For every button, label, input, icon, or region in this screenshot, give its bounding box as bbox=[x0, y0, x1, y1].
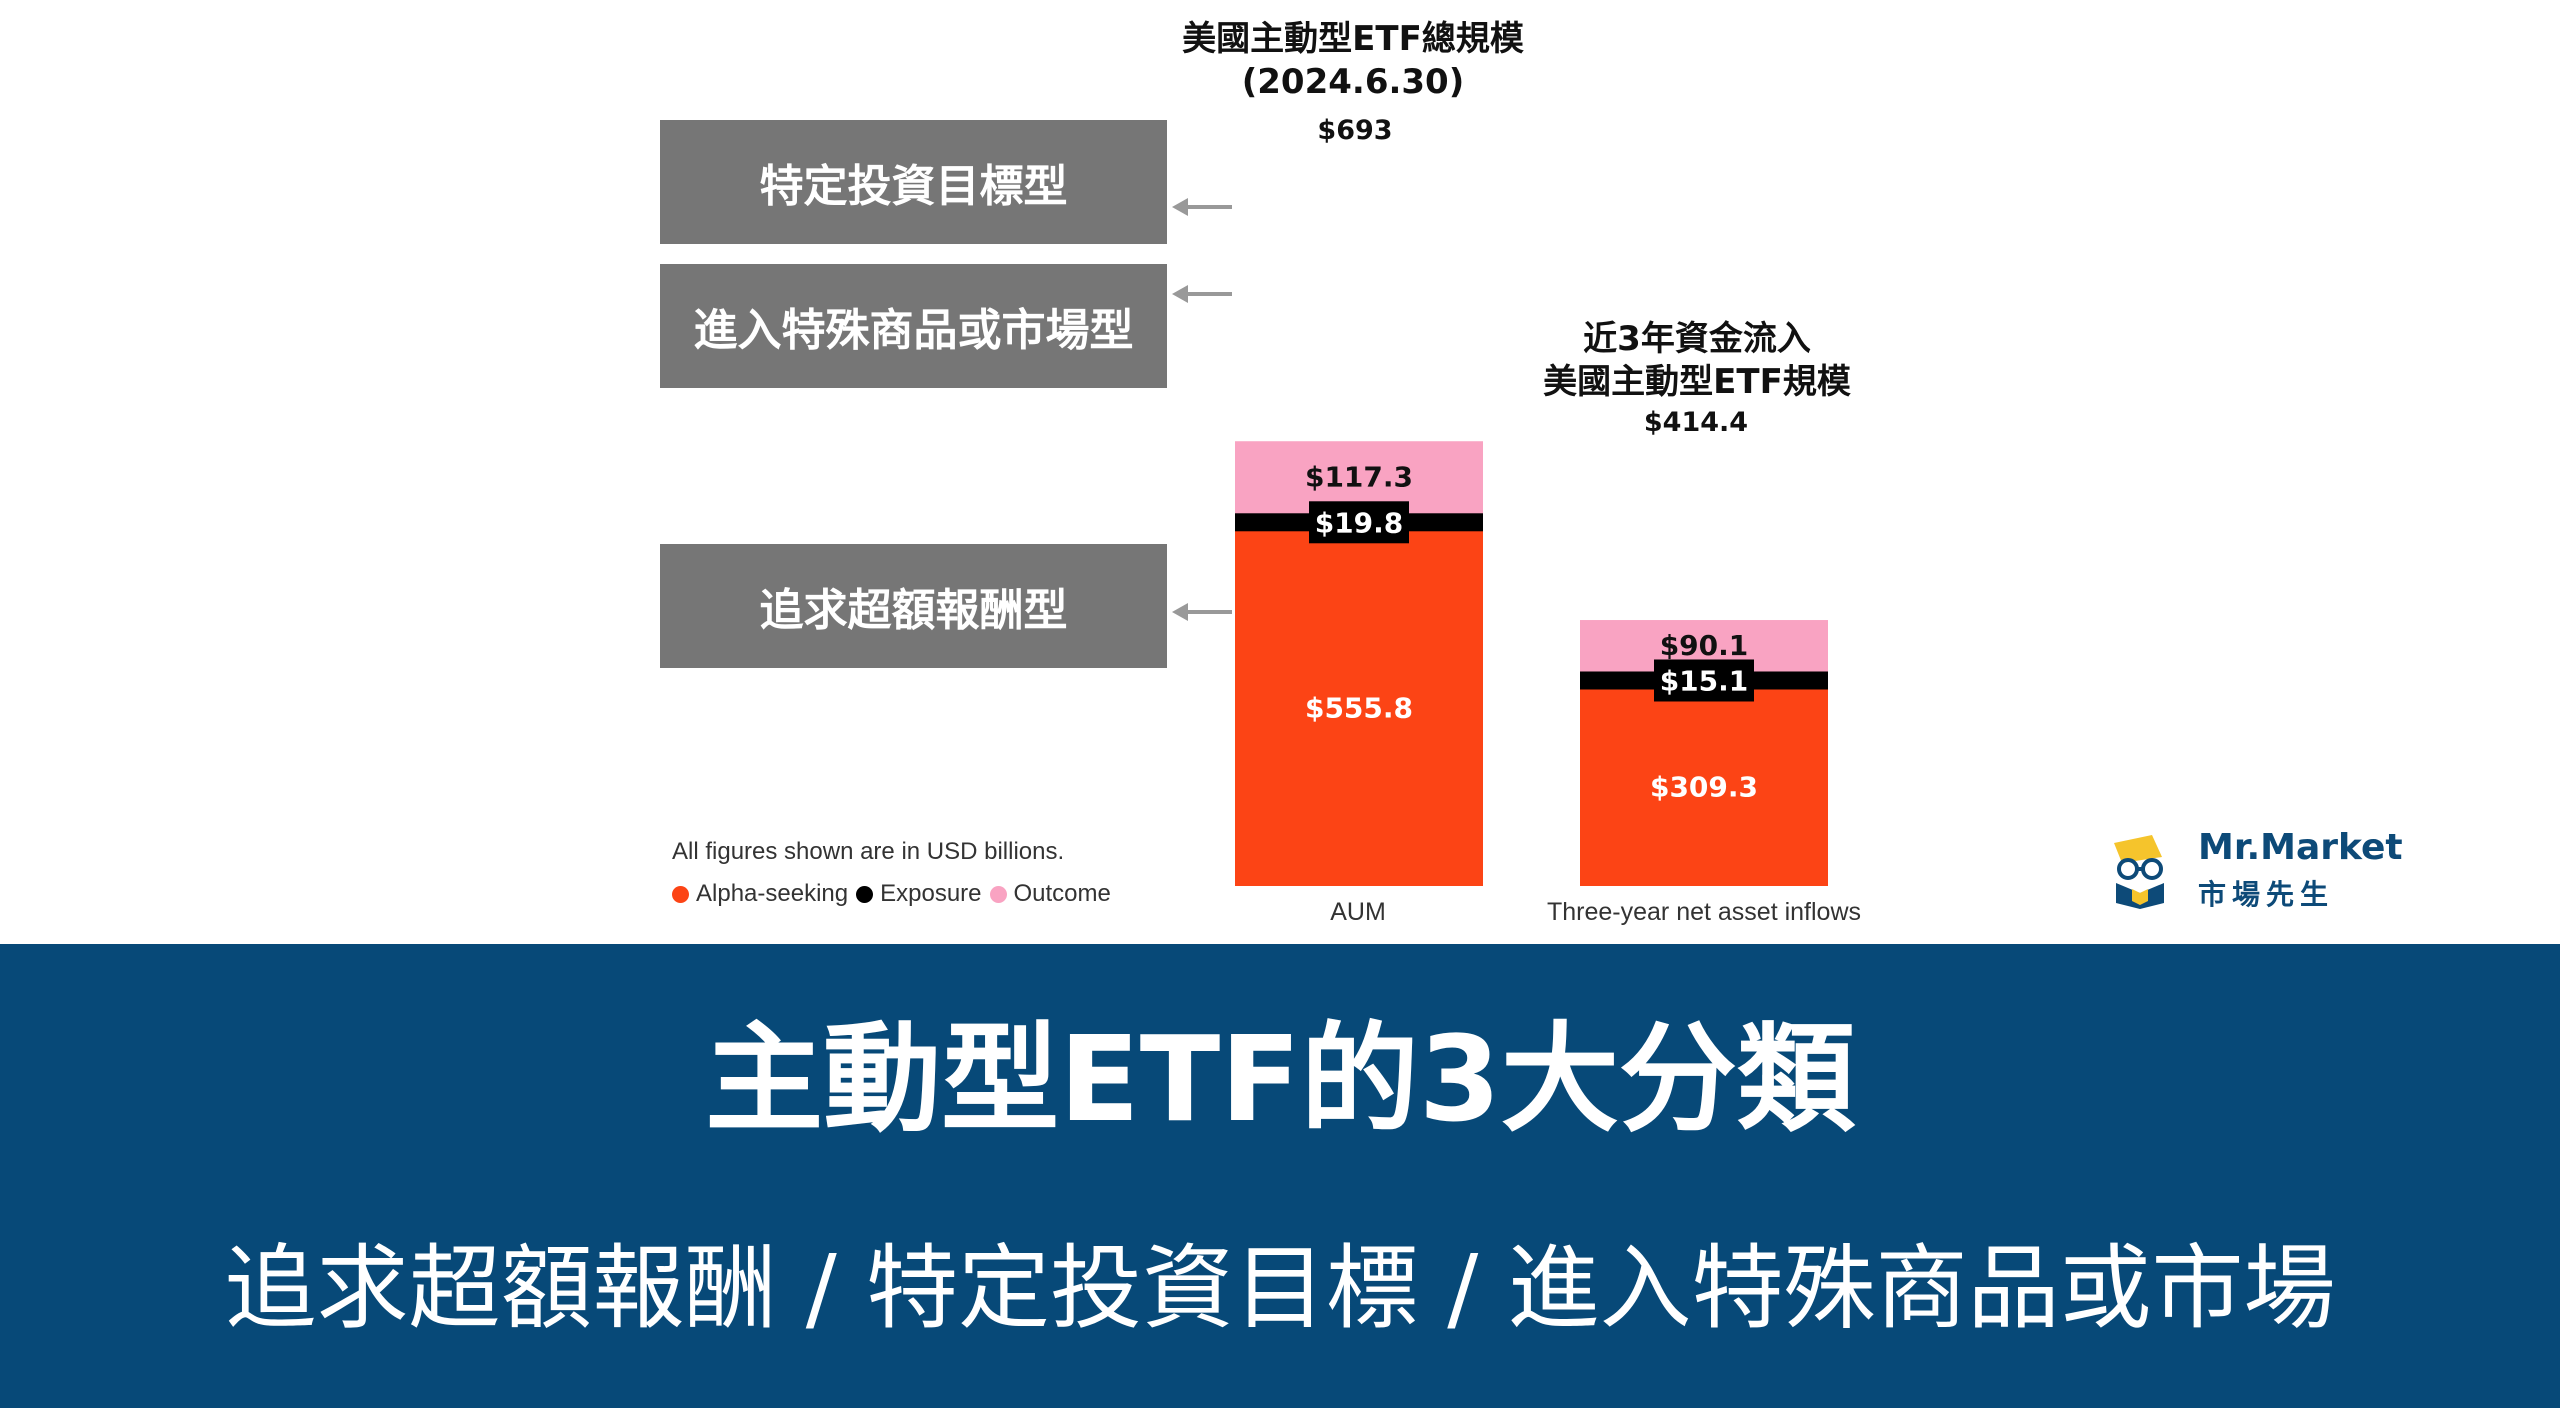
total-label-inflows: $414.4 bbox=[1643, 407, 1749, 438]
legend-dot-outcome bbox=[989, 885, 1007, 903]
arrow-alpha-head bbox=[1172, 603, 1188, 621]
chart-legend: Alpha-seeking Exposure Outcome bbox=[672, 880, 1119, 908]
legend-label-exposure: Exposure bbox=[880, 880, 982, 907]
column-title-inflows: 近3年資金流入 美國主動型ETF規模 bbox=[1543, 319, 1851, 402]
logo-text-zh: 市場先生 bbox=[2198, 878, 2335, 911]
title-banner: 主動型ETF的3大分類 追求超額報酬 / 特定投資目標 / 進入特殊商品或市場 bbox=[0, 944, 2560, 1408]
data-label-box-exposure-aum bbox=[1309, 501, 1409, 544]
banner-title: 主動型ETF的3大分類 bbox=[705, 1010, 1855, 1148]
mr-market-mascot-icon bbox=[2114, 835, 2164, 909]
data-label-alpha-inflows: $309.3 bbox=[1650, 771, 1758, 804]
arrow-outcome-head bbox=[1172, 198, 1188, 216]
bar-segment-alpha-inflows bbox=[1580, 687, 1828, 886]
chart-footnote: All figures shown are in USD billions. bbox=[672, 838, 1065, 865]
category-box-outcome: 特定投資目標型 bbox=[660, 120, 1167, 244]
category-box-alpha: 追求超額報酬型 bbox=[660, 544, 1167, 668]
x-tick-label-aum: AUM bbox=[1330, 898, 1386, 926]
arrow-exposure-head bbox=[1172, 285, 1188, 303]
data-label-outcome-inflows: $90.1 bbox=[1660, 629, 1749, 662]
data-label-exposure-aum: $19.8 bbox=[1315, 506, 1404, 539]
chart-area: $555.8 $19.8 $117.3 $309.3 $15.1 $90.1 美國主動型E… bbox=[660, 19, 2408, 926]
legend-dot-exposure bbox=[856, 885, 874, 903]
data-label-exposure-inflows: $15.1 bbox=[1660, 664, 1749, 697]
stacked-bar-chart: $555.8 $19.8 $117.3 $309.3 $15.1$90.1 bbox=[1172, 198, 1828, 886]
data-label-outcome-aum: $117.3 bbox=[1305, 460, 1413, 493]
logo-text-en: Mr.Market bbox=[2198, 827, 2403, 868]
legend-label-outcome: Outcome bbox=[1013, 880, 1111, 907]
data-label-box-exposure-inflows bbox=[1654, 659, 1754, 702]
total-label-aum: $693 bbox=[1317, 115, 1393, 146]
category-box-exposure: 進入特殊商品或市場型 bbox=[660, 264, 1167, 388]
column-title-aum: 美國主動型ETF總規模(2024.6.30) bbox=[1182, 19, 1524, 102]
legend-label-alpha: Alpha-seeking bbox=[696, 880, 849, 907]
legend-item-outcome: Outcome bbox=[989, 880, 1111, 908]
mr-market-logo: Mr.Market 市場先生 bbox=[2108, 825, 2408, 915]
legend-dot-alpha bbox=[672, 885, 689, 903]
x-tick-label-inflows: Three-year net asset inflows bbox=[1546, 898, 1862, 926]
bar-segment-alpha-aum bbox=[1235, 529, 1483, 886]
legend-item-exposure: Exposure bbox=[856, 880, 982, 908]
banner-subtitle: 追求超額報酬 / 特定投資目標 / 進入特殊商品或市場 bbox=[224, 1235, 2336, 1342]
data-label-alpha-aum: $555.8 bbox=[1305, 692, 1413, 725]
legend-item-alpha: Alpha-seeking bbox=[672, 880, 848, 908]
